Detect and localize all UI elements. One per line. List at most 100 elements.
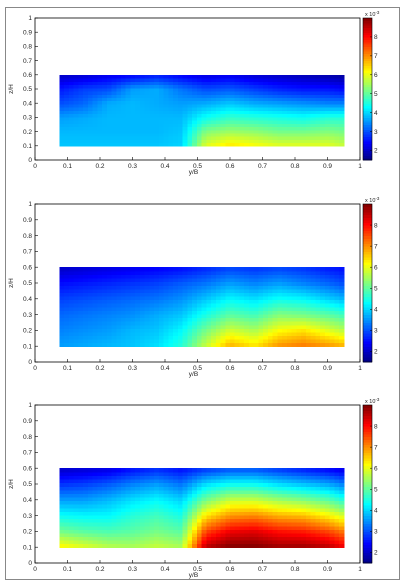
contour-cell bbox=[177, 342, 184, 347]
colorbar-segment bbox=[363, 41, 372, 45]
contour-cell bbox=[277, 471, 283, 476]
contour-cell bbox=[286, 529, 293, 534]
contour-cell bbox=[125, 306, 132, 311]
contour-cell bbox=[125, 529, 132, 534]
contour-cell bbox=[187, 116, 193, 121]
contour-cell bbox=[130, 78, 136, 82]
contour-cell bbox=[139, 81, 146, 86]
contour-cell bbox=[149, 267, 155, 272]
contour-cell bbox=[154, 525, 160, 530]
contour-cell bbox=[320, 274, 326, 279]
contour-cell bbox=[125, 525, 132, 530]
contour-cell bbox=[144, 500, 151, 505]
contour-cell bbox=[305, 489, 312, 494]
contour-cell bbox=[220, 324, 226, 329]
contour-cell bbox=[168, 471, 174, 476]
contour-cell bbox=[225, 270, 231, 275]
contour-cell bbox=[59, 543, 65, 548]
contour-cell bbox=[215, 100, 222, 105]
contour-cell bbox=[324, 113, 331, 118]
contour-cell bbox=[73, 525, 79, 530]
contour-cell bbox=[301, 103, 307, 108]
contour-cell bbox=[158, 511, 165, 516]
contour-cell bbox=[163, 522, 169, 527]
contour-cell bbox=[106, 511, 113, 516]
contour-cell bbox=[253, 529, 260, 534]
contour-cell bbox=[248, 116, 255, 121]
colorbar-segment bbox=[363, 338, 372, 342]
contour-cell bbox=[282, 468, 288, 473]
contour-cell bbox=[173, 486, 179, 491]
contour-cell bbox=[111, 493, 117, 498]
contour-cell bbox=[253, 123, 260, 128]
contour-cell bbox=[158, 342, 165, 347]
contour-field bbox=[59, 74, 345, 147]
contour-cell bbox=[244, 529, 250, 534]
contour-cell bbox=[177, 110, 184, 115]
contour-cell bbox=[83, 119, 89, 124]
contour-cell bbox=[286, 489, 293, 494]
colorbar-segment bbox=[363, 98, 372, 102]
contour-cell bbox=[201, 94, 207, 98]
colorbar-segment bbox=[363, 343, 372, 347]
contour-cell bbox=[163, 84, 169, 89]
contour-cell bbox=[329, 496, 335, 502]
contour-cell bbox=[272, 123, 278, 128]
contour-cell bbox=[135, 496, 141, 502]
colorbar-segment bbox=[363, 32, 372, 36]
contour-cell bbox=[272, 107, 278, 111]
contour-cell bbox=[215, 84, 222, 89]
contour-cell bbox=[286, 116, 293, 121]
contour-cell bbox=[97, 306, 103, 311]
contour-cell bbox=[177, 328, 184, 333]
contour-cell bbox=[83, 136, 89, 140]
contour-cell bbox=[182, 299, 188, 304]
contour-cell bbox=[92, 84, 98, 89]
contour-cell bbox=[291, 540, 297, 545]
contour-cell bbox=[135, 84, 141, 89]
contour-cell bbox=[263, 107, 269, 111]
contour-cell bbox=[106, 317, 113, 322]
contour-cell bbox=[211, 90, 217, 95]
contour-cell bbox=[135, 540, 141, 545]
contour-cell bbox=[102, 281, 108, 286]
contour-cell bbox=[149, 321, 155, 326]
contour-cell bbox=[64, 331, 70, 337]
colorbar-segment bbox=[363, 455, 372, 459]
colorbar-segment bbox=[363, 124, 372, 128]
colorbar-segment bbox=[363, 481, 372, 485]
contour-cell bbox=[220, 493, 226, 498]
x-tick-label: 0.8 bbox=[290, 566, 299, 573]
colorbar-segment bbox=[363, 225, 372, 229]
contour-cell bbox=[187, 471, 193, 476]
contour-cell bbox=[286, 504, 293, 509]
contour-cell bbox=[291, 285, 297, 290]
contour-cell bbox=[173, 543, 179, 548]
contour-cell bbox=[277, 97, 283, 102]
contour-cell bbox=[310, 292, 316, 297]
contour-cell bbox=[64, 84, 70, 89]
contour-cell bbox=[59, 525, 65, 530]
contour-cell bbox=[324, 321, 331, 326]
contour-cell bbox=[168, 339, 174, 344]
contour-cell bbox=[239, 285, 245, 290]
colorbar-segment bbox=[363, 204, 372, 208]
contour-cell bbox=[149, 81, 155, 86]
colorbar-segment bbox=[363, 145, 372, 149]
contour-cell bbox=[248, 482, 255, 487]
colorbar-segment bbox=[363, 346, 372, 350]
contour-cell bbox=[196, 81, 203, 86]
contour-cell bbox=[296, 81, 302, 86]
contour-cell bbox=[111, 339, 117, 344]
contour-cell bbox=[258, 142, 264, 147]
contour-cell bbox=[163, 270, 169, 275]
contour-cell bbox=[334, 317, 340, 322]
contour-cell bbox=[59, 475, 65, 480]
contour-cell bbox=[102, 90, 108, 95]
contour-cell bbox=[102, 94, 108, 98]
contour-cell bbox=[277, 281, 283, 286]
contour-cell bbox=[187, 331, 193, 337]
contour-cell bbox=[201, 277, 207, 283]
contour-cell bbox=[158, 281, 165, 286]
contour-cell bbox=[286, 540, 293, 545]
